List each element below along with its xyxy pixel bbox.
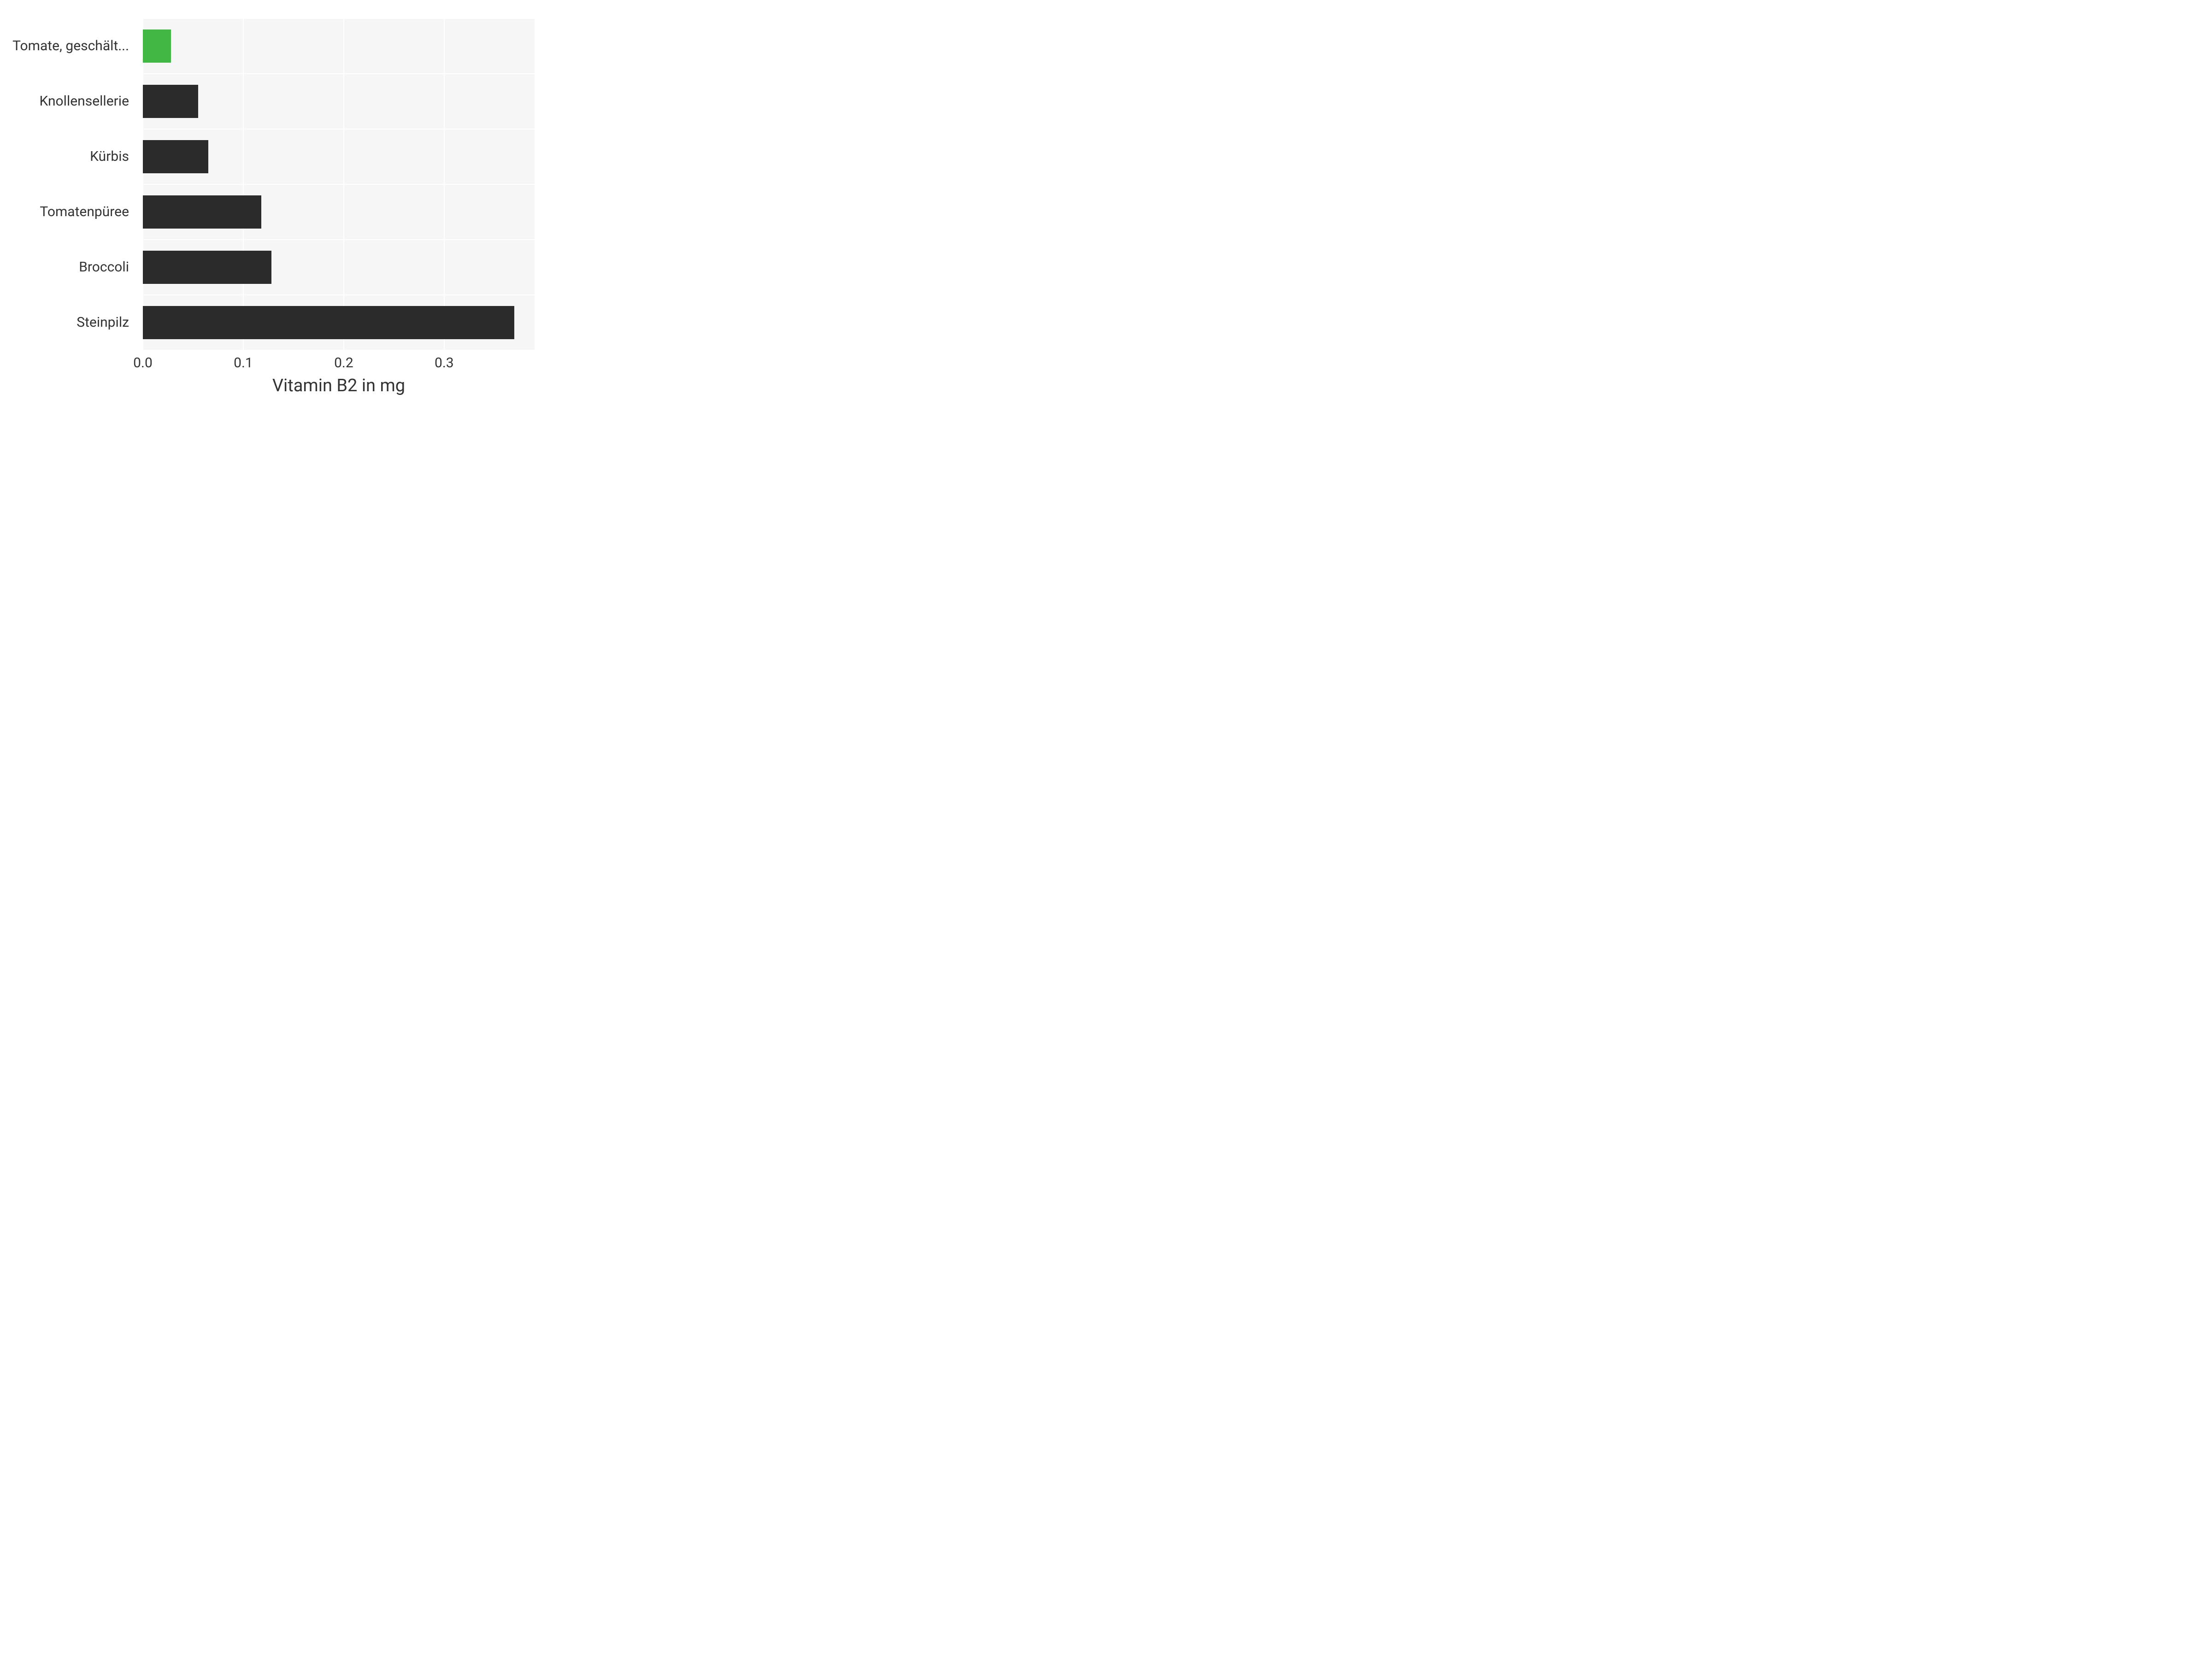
gridline-horizontal xyxy=(143,350,535,351)
gridline-horizontal xyxy=(143,73,535,74)
bar xyxy=(143,29,171,63)
gridline-horizontal xyxy=(143,294,535,295)
y-category-label: Tomate, geschält... xyxy=(0,39,129,53)
plot-area xyxy=(143,18,535,350)
y-category-label: Tomatenpüree xyxy=(0,205,129,219)
y-category-label: Kürbis xyxy=(0,150,129,164)
x-tick-label: 0.1 xyxy=(234,355,253,371)
bar xyxy=(143,85,198,118)
chart-container: Vitamin B2 in mg 0.0 0.1 0.2 0.3 Tomate, ges… xyxy=(0,18,544,401)
x-axis-title: Vitamin B2 in mg xyxy=(143,376,535,396)
x-tick-label: 0.3 xyxy=(435,355,454,371)
bar xyxy=(143,306,514,339)
gridline-horizontal xyxy=(143,239,535,240)
y-category-label: Knollensellerie xyxy=(0,94,129,108)
gridline-horizontal xyxy=(143,184,535,185)
gridline-horizontal xyxy=(143,18,535,19)
y-category-label: Steinpilz xyxy=(0,316,129,329)
x-tick-label: 0.0 xyxy=(133,355,153,371)
bar xyxy=(143,140,208,173)
x-tick-label: 0.2 xyxy=(334,355,353,371)
y-category-label: Broccoli xyxy=(0,260,129,274)
bar xyxy=(143,251,271,284)
bar xyxy=(143,195,261,229)
